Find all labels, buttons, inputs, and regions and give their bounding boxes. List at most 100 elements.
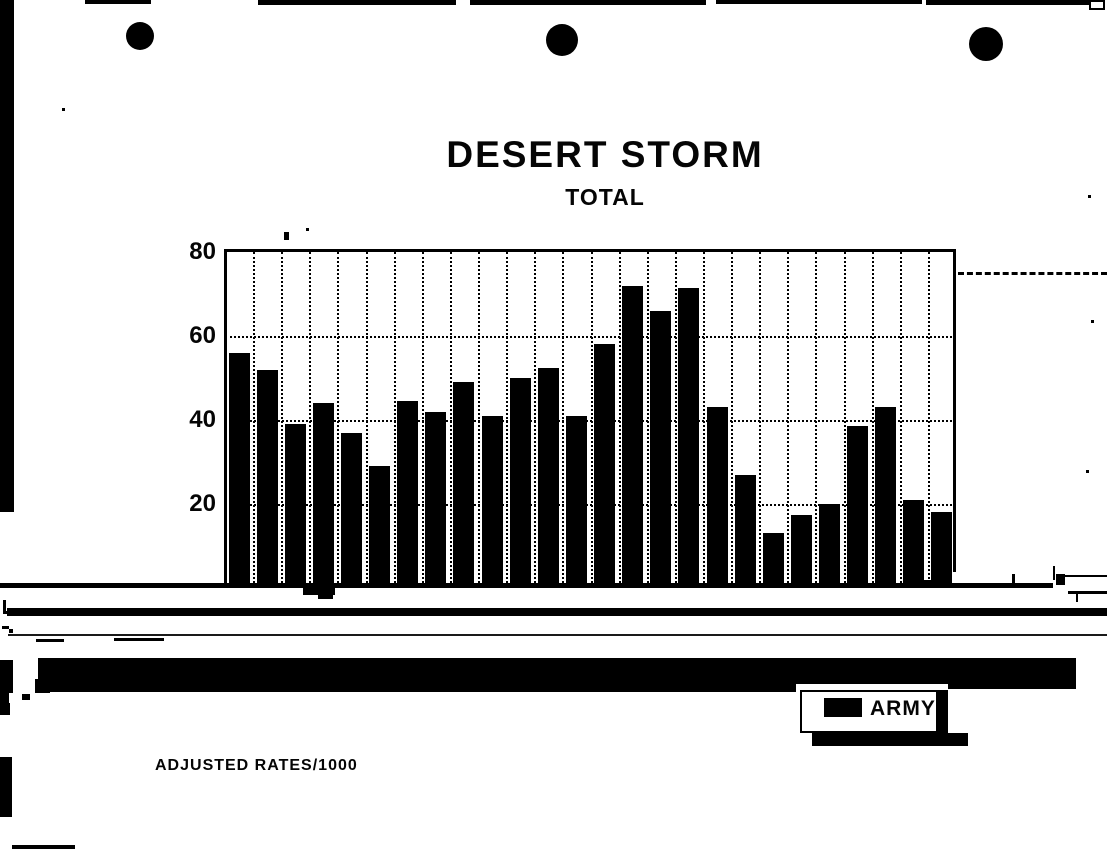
scan-artifact (3, 600, 6, 613)
vertical-gridline (421, 252, 424, 583)
bar (818, 504, 840, 583)
scan-artifact (1076, 594, 1078, 602)
vertical-gridline (731, 252, 734, 583)
punch-hole-icon (546, 24, 578, 56)
vertical-gridline (365, 252, 368, 583)
bar (734, 474, 756, 583)
punch-hole-icon (126, 22, 154, 50)
scan-artifact (35, 679, 50, 693)
vertical-gridline (702, 252, 705, 583)
bar (425, 411, 447, 583)
vertical-gridline (646, 252, 649, 583)
bar (341, 432, 363, 583)
bar (931, 512, 953, 583)
scan-artifact (0, 757, 12, 817)
scan-artifact (22, 694, 30, 700)
scan-artifact (2, 626, 9, 629)
scan-artifact (9, 629, 13, 633)
y-axis-tick-label: 80 (189, 238, 216, 265)
legend-swatch-army (824, 698, 862, 717)
scan-artifact (85, 0, 151, 4)
bar (397, 401, 419, 583)
scan-artifact (716, 0, 922, 4)
scan-artifact (0, 660, 13, 693)
vertical-gridline (787, 252, 790, 583)
vertical-gridline (674, 252, 677, 583)
scan-artifact (0, 690, 9, 706)
vertical-gridline (815, 252, 818, 583)
scan-artifact (8, 634, 1107, 636)
bar (594, 344, 616, 583)
scan-artifact (306, 228, 309, 231)
vertical-gridline (927, 252, 930, 583)
bar (622, 285, 644, 583)
plot-frame-top (224, 249, 956, 252)
bar (903, 499, 925, 583)
scan-artifact (1088, 195, 1091, 198)
bar (481, 415, 503, 583)
vertical-gridline (281, 252, 284, 583)
scan-artifact (284, 232, 289, 240)
vertical-gridline (393, 252, 396, 583)
y-axis-tick-label: 40 (189, 406, 216, 433)
legend-shadow (812, 733, 968, 746)
legend-label-army: ARMY (870, 697, 936, 720)
scan-artifact (1091, 320, 1094, 323)
bar (678, 287, 700, 583)
vertical-gridline (590, 252, 593, 583)
bar (565, 415, 587, 583)
scan-artifact (948, 684, 1076, 689)
bar (706, 407, 728, 583)
bar (312, 403, 334, 583)
scan-artifact (12, 845, 75, 849)
scan-artifact (1086, 470, 1089, 473)
vertical-gridline (478, 252, 481, 583)
vertical-gridline (506, 252, 509, 583)
vertical-gridline (871, 252, 874, 583)
scan-artifact (0, 0, 14, 512)
vertical-gridline (309, 252, 312, 583)
scan-artifact (1062, 575, 1107, 577)
y-axis-tick-label: 60 (189, 322, 216, 349)
y-axis-tick-label: 20 (189, 490, 216, 517)
scan-artifact (7, 608, 1107, 616)
vertical-gridline (759, 252, 762, 583)
scan-artifact (1012, 574, 1015, 584)
scan-artifact (62, 108, 65, 111)
scan-artifact (1056, 574, 1065, 585)
scan-artifact (1053, 566, 1055, 580)
bar (509, 378, 531, 583)
scan-artifact (50, 684, 796, 692)
vertical-gridline (449, 252, 452, 583)
vertical-gridline (843, 252, 846, 583)
scan-artifact (3, 611, 13, 614)
bar (847, 426, 869, 583)
bar (875, 407, 897, 583)
vertical-gridline (253, 252, 256, 583)
scan-artifact (1068, 591, 1107, 594)
bar (453, 382, 475, 583)
vertical-gridline (337, 252, 340, 583)
bar (284, 424, 306, 583)
scan-artifact (303, 588, 335, 595)
vertical-gridline (618, 252, 621, 583)
bar (762, 533, 784, 583)
punch-hole-icon (969, 27, 1003, 61)
bar (790, 514, 812, 583)
scan-artifact (258, 0, 456, 5)
chart-footnote: ADJUSTED RATES/1000 (155, 757, 358, 774)
scan-artifact (920, 580, 936, 587)
scan-artifact (0, 703, 10, 715)
scan-artifact (36, 639, 64, 642)
scan-artifact (958, 272, 1107, 275)
scan-artifact (1090, 610, 1094, 613)
vertical-gridline (534, 252, 537, 583)
scan-artifact (318, 594, 333, 599)
plot-frame-right (953, 252, 956, 572)
scan-artifact (1089, 0, 1105, 10)
chart-subtitle: TOTAL (565, 184, 645, 210)
bar (256, 369, 278, 583)
bar (537, 367, 559, 583)
